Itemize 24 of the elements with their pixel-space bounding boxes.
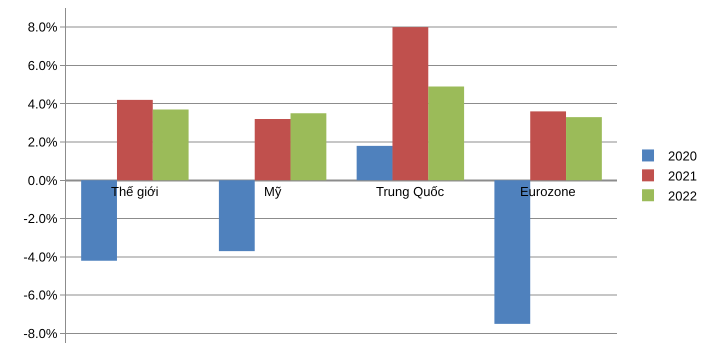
bar (392, 27, 428, 180)
y-tick-label: 4.0% (28, 96, 58, 112)
legend-label: 2021 (668, 168, 697, 184)
bar (254, 119, 291, 180)
x-tick-label: Trung Quốc (376, 184, 445, 199)
legend-label: 2022 (668, 188, 697, 204)
bar (356, 146, 392, 180)
bar (218, 180, 255, 252)
y-tick-label: 2.0% (28, 134, 58, 150)
bar (152, 109, 189, 180)
y-tick-label: -8.0% (23, 326, 58, 341)
y-tick-label: -4.0% (23, 249, 58, 264)
bar (428, 86, 464, 180)
bar (290, 113, 326, 180)
bar (530, 111, 566, 180)
bar (116, 100, 153, 180)
y-tick-label: -2.0% (23, 211, 58, 226)
y-tick-label: -6.0% (23, 288, 58, 303)
y-tick-label: 6.0% (28, 58, 58, 73)
bar (566, 117, 602, 180)
y-tick-label: 0.0% (28, 172, 58, 188)
x-tick-label: Mỹ (264, 184, 282, 199)
y-tick-label: 8.0% (28, 20, 58, 35)
legend-label: 2020 (668, 148, 697, 164)
